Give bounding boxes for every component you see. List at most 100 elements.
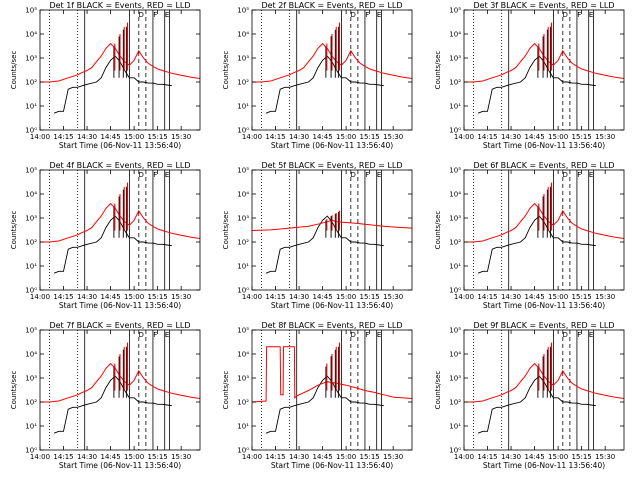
y-tick-label: 10⁵ <box>237 7 249 15</box>
x-tick-label: 15:30 <box>383 453 403 461</box>
y-axis-label: Counts/sec <box>10 371 18 410</box>
y-tick-label: 10³ <box>449 375 461 383</box>
events-series-line <box>477 55 596 114</box>
x-tick-label: 14:15 <box>53 133 73 141</box>
y-tick-label: 10⁴ <box>25 31 37 39</box>
x-tick-label: 14:45 <box>100 133 120 141</box>
x-tick-label: 14:30 <box>77 133 97 141</box>
x-tick-label: 14:45 <box>100 293 120 301</box>
y-tick-label: 10⁵ <box>449 327 461 335</box>
marker-letter: D <box>138 171 143 179</box>
x-tick-label: 14:45 <box>312 293 332 301</box>
y-tick-label: 10⁰ <box>237 127 249 135</box>
x-tick-label: 15:00 <box>124 133 144 141</box>
marker-letter: F <box>153 331 157 339</box>
y-tick-label: 10⁰ <box>25 287 37 295</box>
y-tick-label: 10⁵ <box>25 7 37 15</box>
marker-letter: D <box>350 171 355 179</box>
x-tick-label: 15:30 <box>595 293 615 301</box>
y-axis-label: Counts/sec <box>434 51 442 90</box>
marker-letter: F <box>153 11 157 19</box>
x-tick-label: 14:45 <box>100 453 120 461</box>
y-axis-label: Counts/sec <box>222 51 230 90</box>
x-tick-label: 14:45 <box>312 453 332 461</box>
x-axis-label: Start Time (06-Nov-11 13:56:40) <box>59 141 181 150</box>
x-tick-label: 14:30 <box>501 133 521 141</box>
y-tick-label: 10⁰ <box>449 447 461 455</box>
y-tick-label: 10¹ <box>25 103 37 111</box>
x-tick-label: 14:15 <box>477 453 497 461</box>
events-series-line <box>265 55 384 114</box>
plot-frame <box>463 329 625 451</box>
x-tick-label: 15:30 <box>383 293 403 301</box>
events-series-line <box>53 55 172 114</box>
y-tick-label: 10⁰ <box>237 447 249 455</box>
x-tick-label: 14:15 <box>53 293 73 301</box>
marker-letter: F <box>577 11 581 19</box>
y-tick-label: 10¹ <box>25 423 37 431</box>
x-tick-label: 14:15 <box>265 133 285 141</box>
marker-letter: D <box>350 331 355 339</box>
y-tick-label: 10⁴ <box>237 351 249 359</box>
x-tick-label: 14:30 <box>501 293 521 301</box>
x-tick-label: 14:15 <box>477 293 497 301</box>
plot-frame <box>251 9 413 131</box>
marker-letter: F <box>365 331 369 339</box>
x-tick-label: 15:15 <box>148 453 168 461</box>
y-tick-label: 10⁰ <box>449 127 461 135</box>
x-tick-label: 14:15 <box>53 453 73 461</box>
x-tick-label: 15:30 <box>171 133 191 141</box>
marker-letter: D <box>138 11 143 19</box>
plot-frame <box>39 329 201 451</box>
y-tick-label: 10⁴ <box>449 31 461 39</box>
y-tick-label: 10⁰ <box>25 127 37 135</box>
plot-frame <box>39 169 201 291</box>
events-series-line <box>477 215 596 274</box>
marker-letter: E <box>589 331 593 339</box>
y-tick-label: 10¹ <box>25 263 37 271</box>
x-tick-label: 15:15 <box>360 453 380 461</box>
y-tick-label: 10² <box>449 239 461 247</box>
y-tick-label: 10² <box>237 399 249 407</box>
x-tick-label: 15:00 <box>124 453 144 461</box>
x-tick-label: 14:00 <box>242 293 262 301</box>
x-axis-label: Start Time (06-Nov-11 13:56:40) <box>59 301 181 310</box>
x-tick-label: 14:30 <box>289 453 309 461</box>
x-tick-label: 14:00 <box>454 133 474 141</box>
x-tick-label: 14:00 <box>454 293 474 301</box>
y-tick-label: 10¹ <box>449 263 461 271</box>
x-axis-label: Start Time (06-Nov-11 13:56:40) <box>271 301 393 310</box>
x-tick-label: 15:15 <box>572 453 592 461</box>
y-tick-label: 10⁰ <box>25 447 37 455</box>
y-tick-label: 10³ <box>449 55 461 63</box>
y-tick-label: 10⁴ <box>449 191 461 199</box>
y-tick-label: 10³ <box>25 215 37 223</box>
y-tick-label: 10¹ <box>237 263 249 271</box>
marker-letter: F <box>365 171 369 179</box>
x-axis-label: Start Time (06-Nov-11 13:56:40) <box>59 461 181 470</box>
y-tick-label: 10⁵ <box>25 327 37 335</box>
plot-frame <box>39 9 201 131</box>
y-tick-label: 10² <box>25 399 37 407</box>
marker-letter: E <box>165 11 169 19</box>
y-tick-label: 10⁵ <box>449 167 461 175</box>
x-tick-label: 14:30 <box>77 453 97 461</box>
y-tick-label: 10³ <box>449 215 461 223</box>
x-tick-label: 15:00 <box>124 293 144 301</box>
lld-series-line <box>251 346 413 403</box>
x-tick-label: 14:30 <box>501 453 521 461</box>
y-axis-label: Counts/sec <box>434 371 442 410</box>
marker-letter: E <box>589 11 593 19</box>
events-series-line <box>53 375 172 434</box>
panel-title: Det 3f BLACK = Events, RED = LLD <box>473 1 614 10</box>
x-tick-label: 14:00 <box>30 133 50 141</box>
x-axis-label: Start Time (06-Nov-11 13:56:40) <box>271 461 393 470</box>
x-tick-label: 14:00 <box>30 453 50 461</box>
x-axis-label: Start Time (06-Nov-11 13:56:40) <box>483 301 605 310</box>
x-axis-label: Start Time (06-Nov-11 13:56:40) <box>483 141 605 150</box>
